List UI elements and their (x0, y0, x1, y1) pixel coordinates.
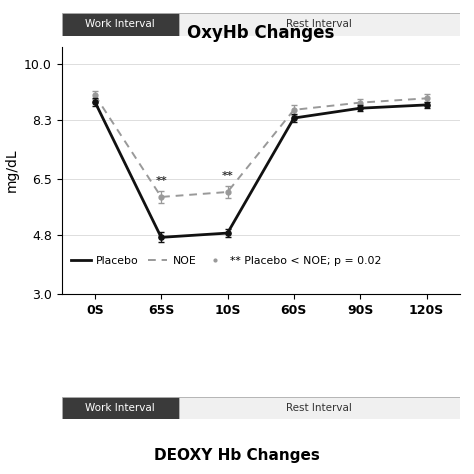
Y-axis label: mg/dL: mg/dL (4, 149, 18, 192)
Text: **: ** (155, 176, 167, 186)
Bar (62, 397, 179, 419)
Text: Work Interval: Work Interval (85, 19, 155, 29)
Legend: Placebo, NOE, ** Placebo < NOE; p = 0.02: Placebo, NOE, ** Placebo < NOE; p = 0.02 (67, 251, 386, 270)
Text: Work Interval: Work Interval (85, 403, 155, 413)
Text: DEOXY Hb Changes: DEOXY Hb Changes (154, 447, 320, 463)
Bar (179, 13, 460, 36)
Title: OxyHb Changes: OxyHb Changes (187, 24, 334, 42)
Bar (62, 13, 179, 36)
Text: **: ** (222, 171, 233, 181)
Text: Rest Interval: Rest Interval (286, 19, 352, 29)
Bar (179, 397, 460, 419)
Text: Rest Interval: Rest Interval (286, 403, 352, 413)
